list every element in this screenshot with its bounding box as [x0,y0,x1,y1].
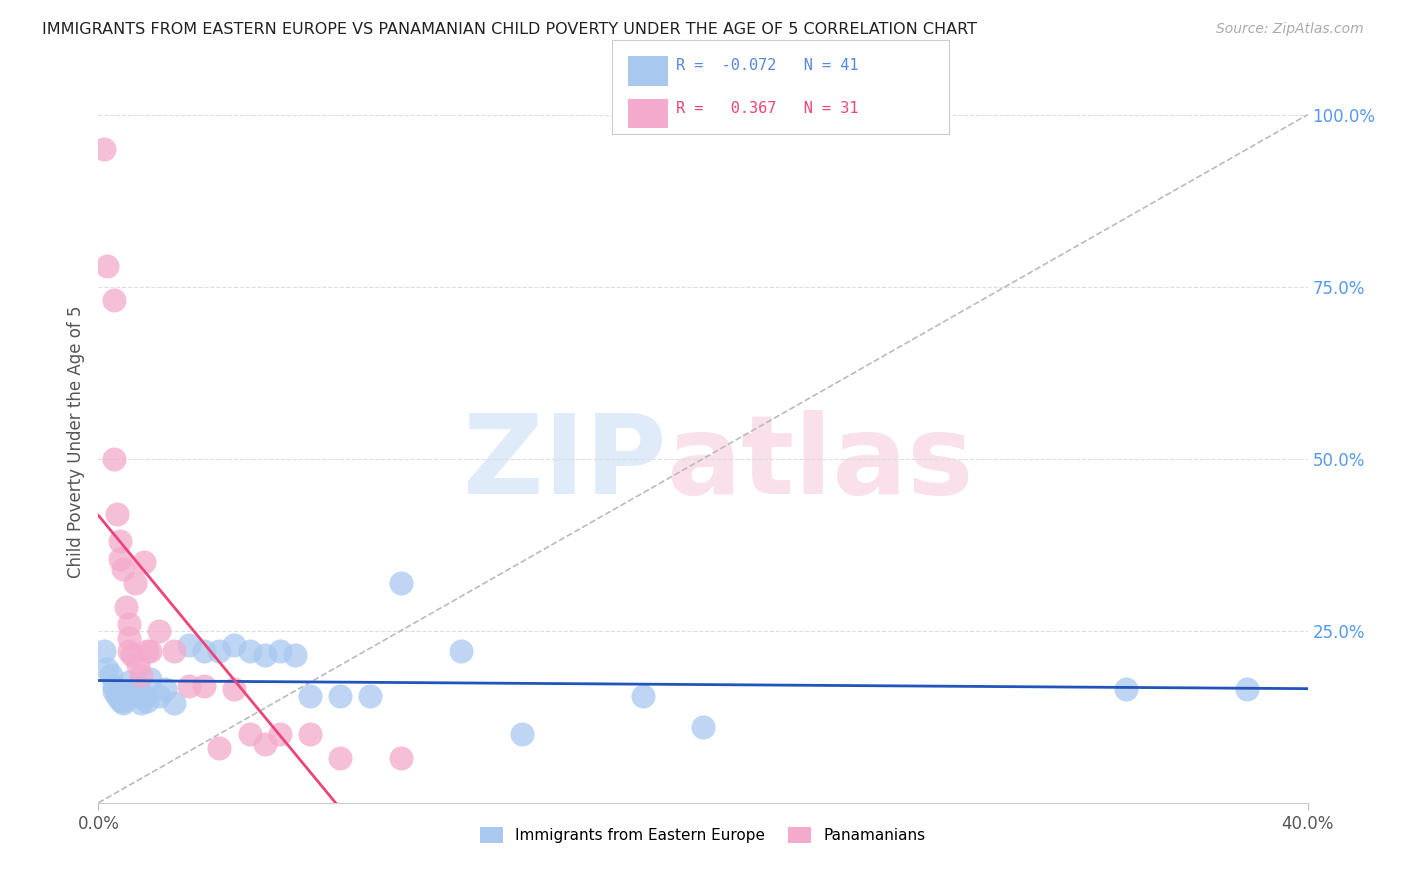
Point [299,727,322,741]
Point [148,689,170,703]
Text: R =  -0.072   N = 41: R = -0.072 N = 41 [676,58,859,73]
Point [299,689,322,703]
Point [108,689,131,703]
Point [153,682,176,697]
Point [1236,682,1258,697]
Point [253,737,276,751]
Point [103,684,125,698]
Point [269,644,291,658]
Point [96,259,118,273]
Point [118,675,141,690]
Point [108,692,131,706]
Point [132,689,155,703]
Point [93,142,115,156]
Point [103,451,125,466]
Point [118,686,141,700]
Point [224,682,246,697]
Point [329,751,352,765]
Point [139,672,162,686]
Text: R =   0.367   N = 31: R = 0.367 N = 31 [676,101,859,116]
Point [121,689,143,703]
Point [179,638,201,652]
Point [148,624,170,638]
Point [108,534,131,549]
Point [193,644,215,658]
Point [360,689,382,703]
Point [208,644,231,658]
Point [224,638,246,652]
Point [93,644,115,658]
Point [135,694,157,708]
Point [118,644,141,658]
Point [118,616,141,631]
Point [111,696,134,710]
Point [510,727,533,741]
Point [132,555,155,569]
Point [103,293,125,308]
Point [118,631,141,645]
Y-axis label: Child Poverty Under the Age of 5: Child Poverty Under the Age of 5 [66,305,84,578]
Point [193,679,215,693]
Point [139,644,162,658]
Point [163,644,186,658]
Point [239,644,262,658]
Point [631,689,654,703]
Point [108,551,131,566]
Point [389,751,412,765]
Point [100,668,122,682]
Point [389,575,412,590]
Point [103,679,125,693]
Point [127,679,149,693]
Text: Source: ZipAtlas.com: Source: ZipAtlas.com [1216,22,1364,37]
Point [269,727,291,741]
Point [329,689,352,703]
Point [284,648,307,662]
Point [127,658,149,673]
Point [135,644,157,658]
Point [96,662,118,676]
Point [124,575,146,590]
Point [124,689,146,703]
Point [111,694,134,708]
Point [163,696,186,710]
Point [253,648,276,662]
Point [1115,682,1137,697]
Point [114,599,136,614]
Point [239,727,262,741]
Point [105,507,128,521]
Point [111,562,134,576]
Point [129,668,152,682]
Point [129,696,152,710]
Point [114,689,136,703]
Text: IMMIGRANTS FROM EASTERN EUROPE VS PANAMANIAN CHILD POVERTY UNDER THE AGE OF 5 CO: IMMIGRANTS FROM EASTERN EUROPE VS PANAMA… [42,22,977,37]
Point [179,679,201,693]
Text: ZIP: ZIP [464,409,666,516]
Point [105,689,128,703]
Text: atlas: atlas [666,409,974,516]
Legend: Immigrants from Eastern Europe, Panamanians: Immigrants from Eastern Europe, Panamani… [474,822,932,849]
Point [450,644,472,658]
Point [121,648,143,662]
Point [692,720,714,734]
Point [208,740,231,755]
